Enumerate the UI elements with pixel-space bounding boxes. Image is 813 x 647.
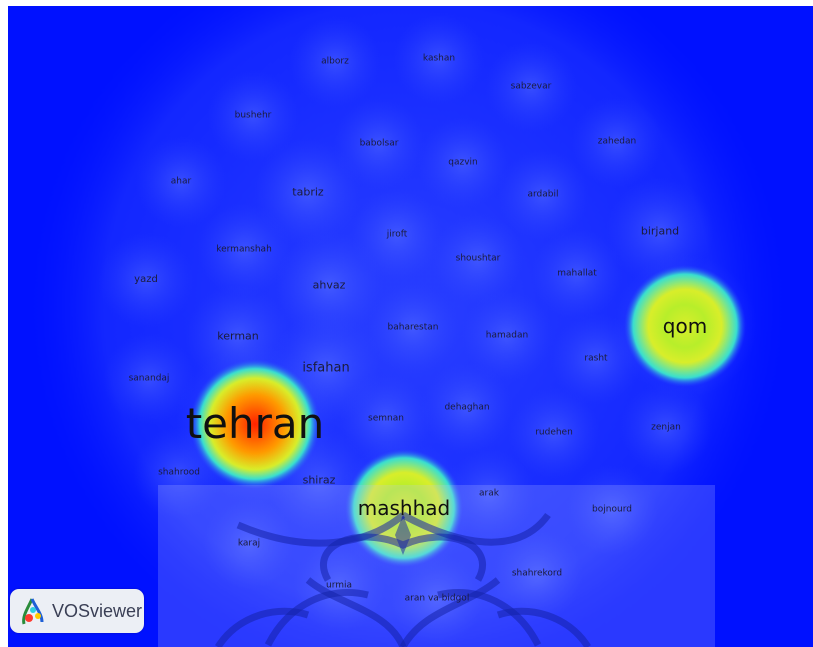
vosviewer-logo: VOSviewer: [10, 589, 144, 633]
term-label-zenjan[interactable]: zenjan: [651, 422, 681, 433]
term-label-bojnourd[interactable]: bojnourd: [592, 504, 632, 515]
term-label-rasht[interactable]: rasht: [584, 353, 608, 364]
term-label-shahrekord[interactable]: shahrekord: [511, 568, 563, 579]
term-labels: alborz kashan sabzevar bushehr babolsar zahed…: [8, 6, 813, 647]
term-label-shiraz[interactable]: shiraz: [302, 473, 336, 487]
term-label-qazvin[interactable]: qazvin: [448, 157, 478, 168]
term-label-babolsar[interactable]: babolsar: [359, 138, 399, 149]
term-label-zahedan[interactable]: zahedan: [597, 136, 637, 147]
term-label-qom[interactable]: qom: [662, 314, 708, 338]
term-label-arak[interactable]: arak: [479, 488, 499, 499]
term-label-dehaghan[interactable]: dehaghan: [444, 402, 490, 413]
term-label-mashhad[interactable]: mashhad: [357, 496, 451, 520]
ornament-watermark: [215, 511, 591, 647]
term-label-kermanshah[interactable]: kermanshah: [216, 244, 272, 255]
term-label-yazd[interactable]: yazd: [134, 274, 158, 285]
term-label-ardabil[interactable]: ardabil: [527, 189, 559, 200]
term-label-semnan[interactable]: semnan: [368, 413, 404, 424]
term-label-sabzevar[interactable]: sabzevar: [510, 81, 552, 92]
term-label-karaj[interactable]: karaj: [237, 538, 261, 549]
term-label-urmia[interactable]: urmia: [325, 580, 353, 591]
term-label-birjand[interactable]: birjand: [640, 224, 680, 238]
term-label-sanandaj[interactable]: sanandaj: [128, 373, 170, 384]
term-label-isfahan[interactable]: isfahan: [302, 360, 350, 376]
term-label-baharestan[interactable]: baharestan: [387, 322, 439, 333]
term-label-jiroft[interactable]: jiroft: [386, 229, 408, 240]
term-label-tabriz[interactable]: tabriz: [292, 185, 324, 199]
term-label-shoushtar[interactable]: shoushtar: [455, 253, 501, 264]
term-label-ahvaz[interactable]: ahvaz: [312, 278, 346, 292]
term-label-kerman[interactable]: kerman: [217, 329, 259, 343]
logo-text: VOSviewer: [52, 600, 143, 621]
term-label-shahrood[interactable]: shahrood: [158, 467, 200, 478]
term-label-rudehen[interactable]: rudehen: [535, 427, 573, 438]
vosviewer-logo-icon: [22, 598, 44, 625]
term-label-mahallat[interactable]: mahallat: [557, 268, 597, 279]
term-label-hamadan[interactable]: hamadan: [485, 330, 529, 341]
term-label-ahar[interactable]: ahar: [170, 176, 192, 187]
density-map[interactable]: alborz kashan sabzevar bushehr babolsar zahed…: [8, 6, 813, 647]
term-label-kashan[interactable]: kashan: [422, 53, 456, 64]
term-label-alborz[interactable]: alborz: [321, 56, 349, 67]
term-label-aran-va-bidgol[interactable]: aran va bidgol: [404, 593, 470, 604]
term-label-tehran[interactable]: tehran: [185, 399, 325, 448]
term-label-bushehr[interactable]: bushehr: [234, 110, 272, 121]
